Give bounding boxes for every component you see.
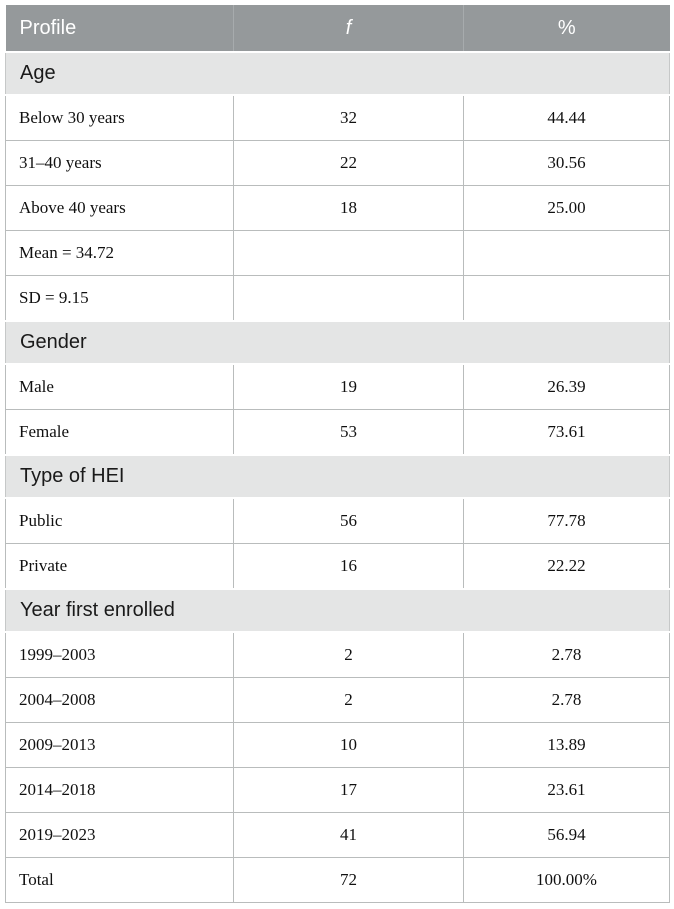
- cell-percent: [463, 230, 670, 276]
- cell-frequency: 22: [233, 140, 464, 186]
- cell-frequency: 17: [233, 767, 464, 813]
- cell-percent: 56.94: [463, 812, 670, 858]
- cell-frequency: 2: [233, 631, 464, 678]
- table-body: Age Below 30 years 32 44.44 31–40 years 22 30.…: [5, 51, 670, 903]
- cell-percent: 100.00%: [463, 857, 670, 903]
- cell-label: Male: [5, 363, 234, 410]
- table-row: 1999–2003 2 2.78: [5, 631, 670, 678]
- table-row: SD = 9.15: [5, 275, 670, 322]
- cell-label: 2014–2018: [5, 767, 234, 813]
- cell-percent: 2.78: [463, 631, 670, 678]
- cell-frequency: 10: [233, 722, 464, 768]
- section-title: Type of HEI: [5, 454, 670, 499]
- table-row: 2014–2018 17 23.61: [5, 767, 670, 813]
- cell-percent: 26.39: [463, 363, 670, 410]
- section-header-row: Gender: [5, 320, 670, 365]
- cell-label: 1999–2003: [5, 631, 234, 678]
- table-row: 2004–2008 2 2.78: [5, 677, 670, 723]
- cell-frequency: 2: [233, 677, 464, 723]
- cell-label: Above 40 years: [5, 185, 234, 231]
- table-row: Below 30 years 32 44.44: [5, 94, 670, 141]
- cell-percent: 30.56: [463, 140, 670, 186]
- cell-frequency: 41: [233, 812, 464, 858]
- cell-frequency: 56: [233, 497, 464, 544]
- cell-label: 2019–2023: [5, 812, 234, 858]
- section-title: Gender: [5, 320, 670, 365]
- table-row: Public 56 77.78: [5, 497, 670, 544]
- table-header-row: Profile f %: [5, 5, 670, 53]
- section-header-row: Type of HEI: [5, 454, 670, 499]
- cell-percent: 44.44: [463, 94, 670, 141]
- cell-frequency: 16: [233, 543, 464, 590]
- section-header-row: Age: [5, 51, 670, 96]
- cell-label: 2009–2013: [5, 722, 234, 768]
- cell-percent: 22.22: [463, 543, 670, 590]
- profile-table: Profile f % Age Below 30 years 32 44.44 31–4…: [5, 5, 670, 903]
- cell-frequency: 18: [233, 185, 464, 231]
- cell-label: Below 30 years: [5, 94, 234, 141]
- table-row: 2009–2013 10 13.89: [5, 722, 670, 768]
- cell-frequency: 19: [233, 363, 464, 410]
- cell-frequency: 53: [233, 409, 464, 456]
- cell-label: Public: [5, 497, 234, 544]
- cell-label: 2004–2008: [5, 677, 234, 723]
- table-row: 31–40 years 22 30.56: [5, 140, 670, 186]
- cell-label: SD = 9.15: [5, 275, 234, 322]
- section-title: Year first enrolled: [5, 588, 670, 633]
- table-row: Mean = 34.72: [5, 230, 670, 276]
- cell-percent: 77.78: [463, 497, 670, 544]
- cell-percent: 2.78: [463, 677, 670, 723]
- table-row: 2019–2023 41 56.94: [5, 812, 670, 858]
- table-row: Total 72 100.00%: [5, 857, 670, 903]
- cell-percent: 23.61: [463, 767, 670, 813]
- table-row: Private 16 22.22: [5, 543, 670, 590]
- cell-label: Private: [5, 543, 234, 590]
- table-row: Male 19 26.39: [5, 363, 670, 410]
- cell-frequency: 72: [233, 857, 464, 903]
- cell-label: Mean = 34.72: [5, 230, 234, 276]
- cell-percent: [463, 275, 670, 322]
- cell-label: 31–40 years: [5, 140, 234, 186]
- cell-label: Total: [5, 857, 234, 903]
- cell-frequency: [233, 230, 464, 276]
- cell-percent: 73.61: [463, 409, 670, 456]
- cell-percent: 13.89: [463, 722, 670, 768]
- section-header-row: Year first enrolled: [5, 588, 670, 633]
- cell-frequency: 32: [233, 94, 464, 141]
- column-header-frequency: f: [233, 5, 464, 53]
- cell-percent: 25.00: [463, 185, 670, 231]
- cell-frequency: [233, 275, 464, 322]
- table-row: Female 53 73.61: [5, 409, 670, 456]
- table-row: Above 40 years 18 25.00: [5, 185, 670, 231]
- section-title: Age: [5, 51, 670, 96]
- column-header-percent: %: [463, 5, 670, 53]
- cell-label: Female: [5, 409, 234, 456]
- column-header-profile: Profile: [5, 5, 234, 53]
